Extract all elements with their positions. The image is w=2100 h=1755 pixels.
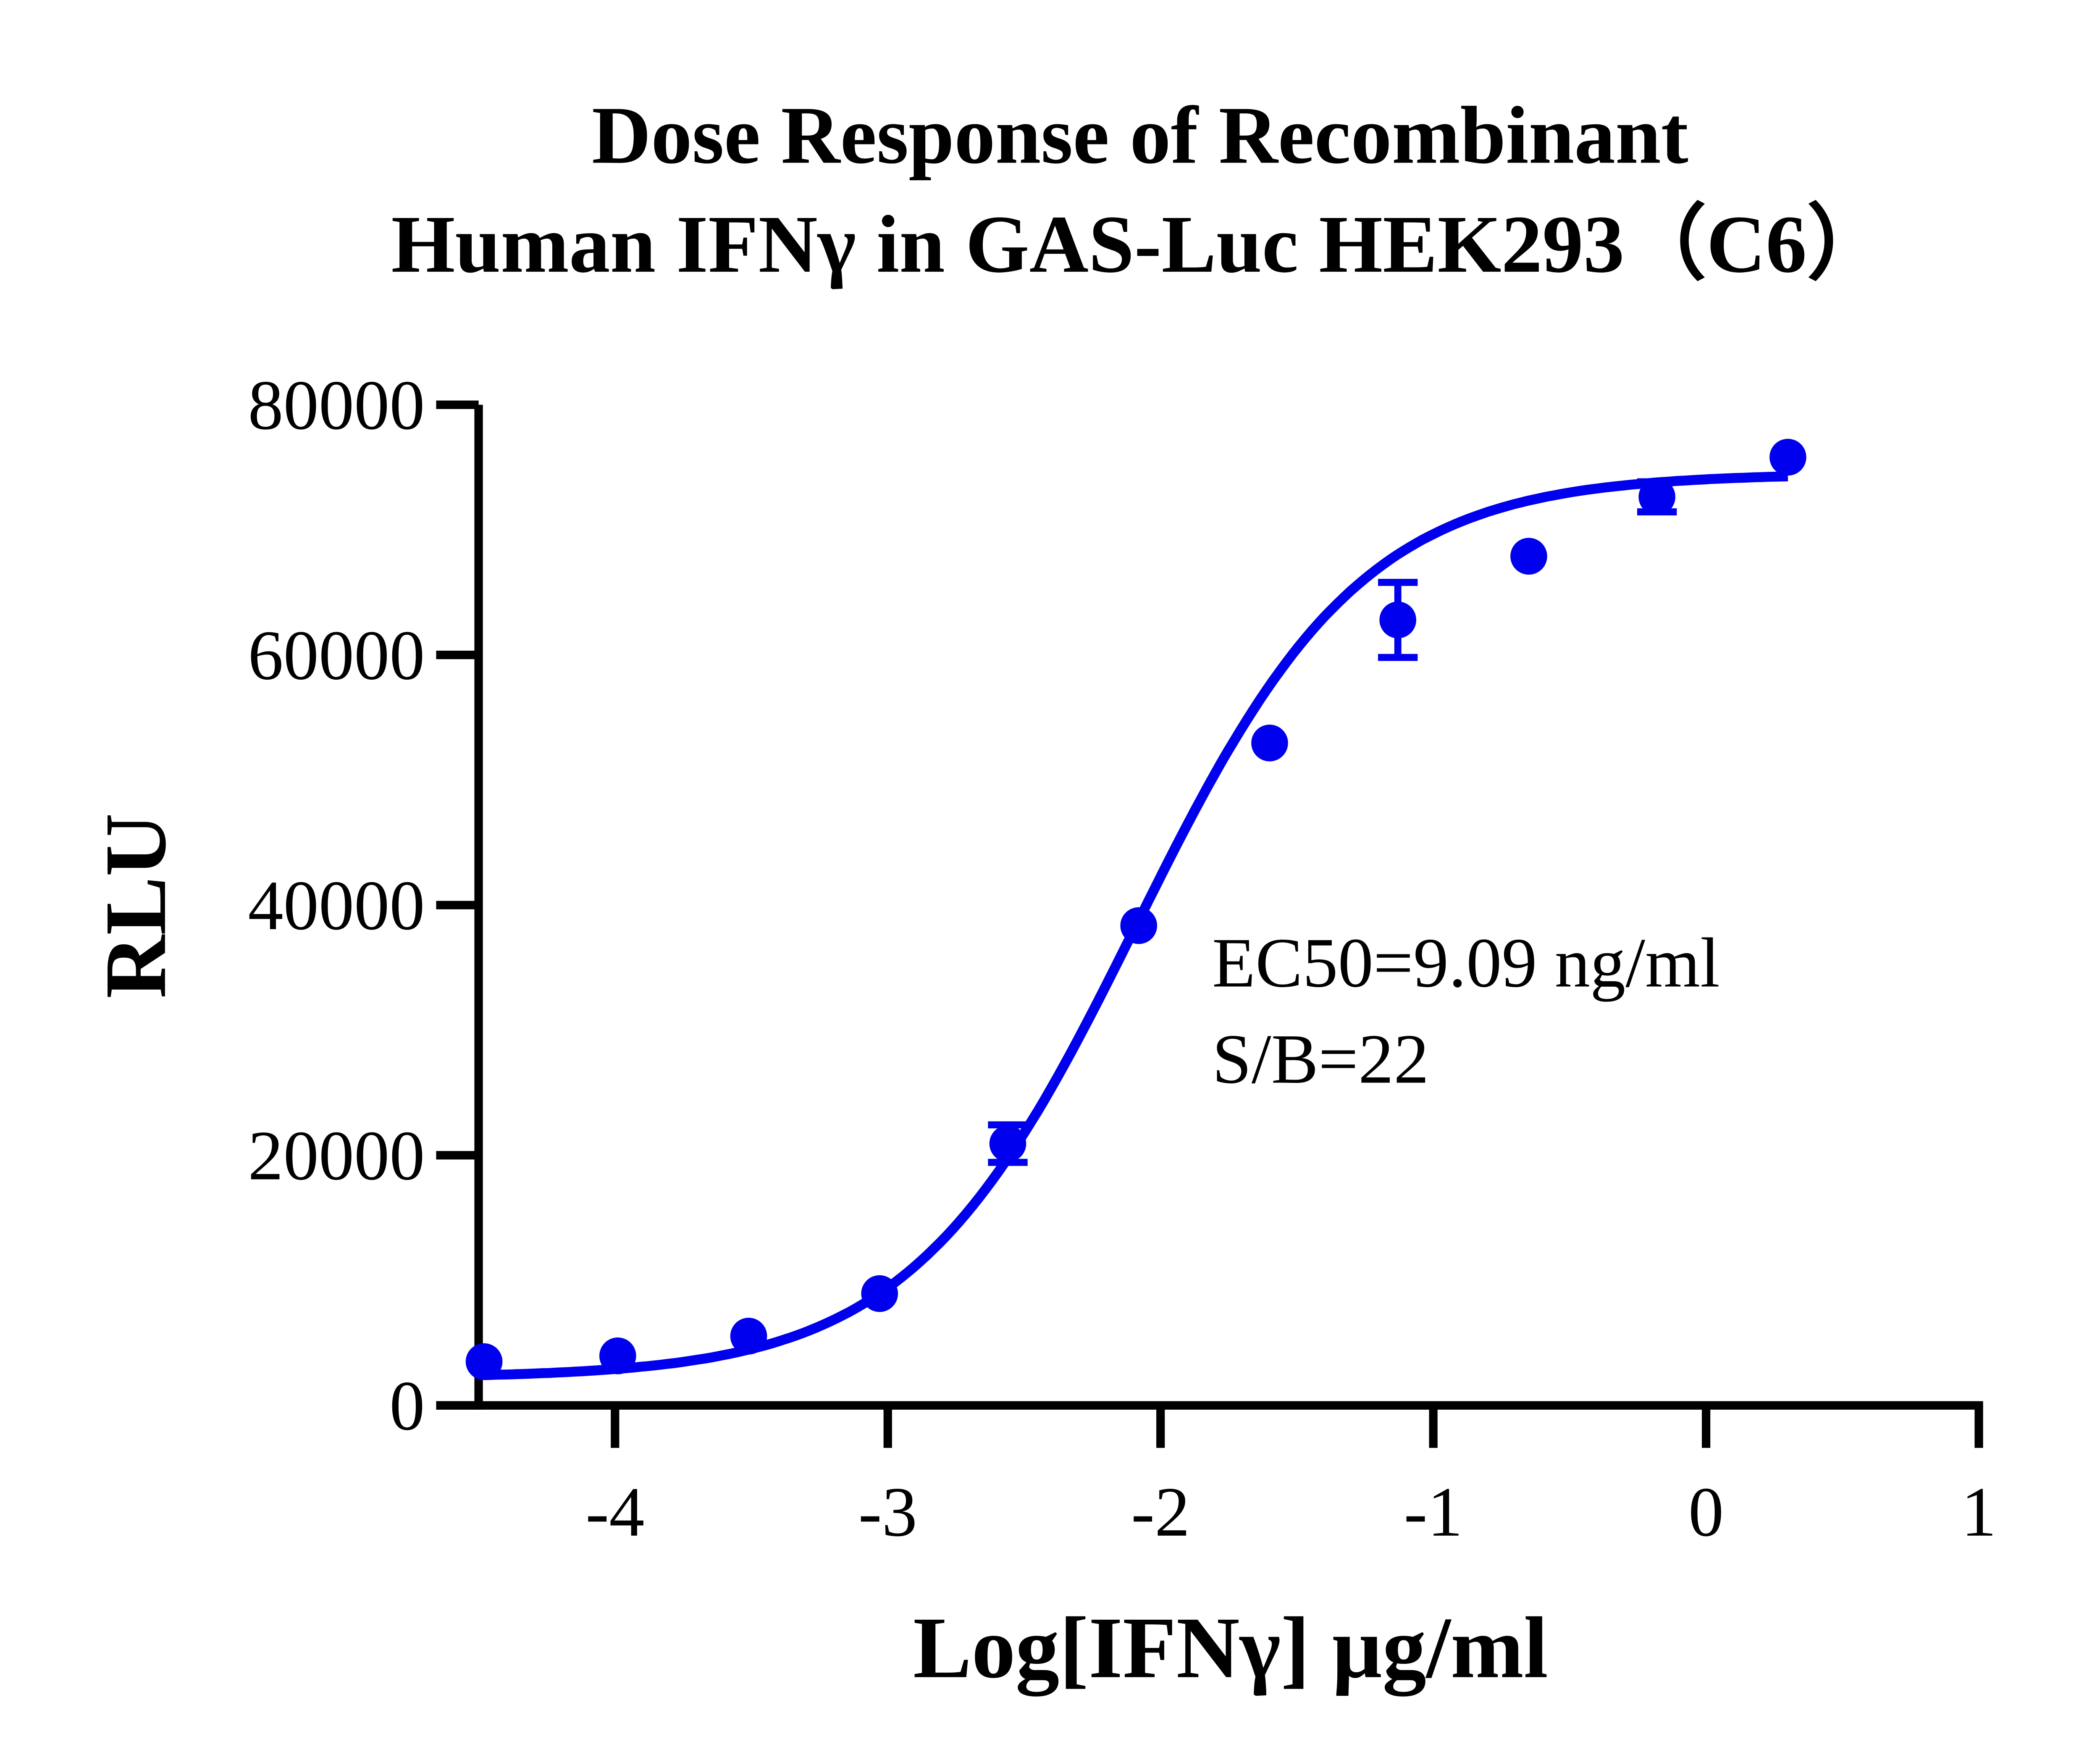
data-marks	[465, 439, 1806, 1380]
y-tick-label: 0	[389, 1367, 425, 1445]
x-tick-label: -4	[585, 1473, 644, 1551]
data-point	[730, 1318, 767, 1355]
data-point	[1769, 439, 1806, 476]
data-point	[465, 1343, 503, 1380]
data-point	[1251, 724, 1288, 762]
y-tick-label: 40000	[248, 867, 425, 945]
data-point	[1510, 538, 1547, 575]
sb-annotation: S/B=22	[1212, 1020, 1429, 1098]
chart-title-line-2: Human IFNγ in GAS-Luc HEK293（C6）	[391, 199, 1889, 290]
data-point	[989, 1125, 1026, 1162]
x-tick-label: 1	[1961, 1473, 1996, 1551]
y-tick-label: 60000	[248, 616, 425, 694]
y-tick-label: 80000	[248, 366, 425, 444]
data-point	[599, 1337, 636, 1374]
x-tick-label: -2	[1131, 1473, 1190, 1551]
y-tick-label: 20000	[248, 1117, 425, 1195]
axes: -4 -3 -2 -1 0 1 0 20000 40000 60000 80000	[248, 366, 1996, 1551]
y-axis-label: RLU	[87, 813, 184, 998]
x-tick-label: -1	[1404, 1473, 1462, 1551]
data-point	[861, 1275, 898, 1312]
x-tick-label: -3	[858, 1473, 917, 1551]
x-tick-label: 0	[1688, 1473, 1724, 1551]
x-axis-label: Log[IFNγ] µg/ml	[913, 1600, 1548, 1697]
data-point	[1120, 907, 1158, 944]
data-point	[1379, 601, 1417, 638]
ec50-annotation: EC50=9.09 ng/ml	[1212, 924, 1720, 1002]
chart-title-line-1: Dose Response of Recombinant	[592, 90, 1688, 181]
data-point	[1638, 478, 1675, 515]
